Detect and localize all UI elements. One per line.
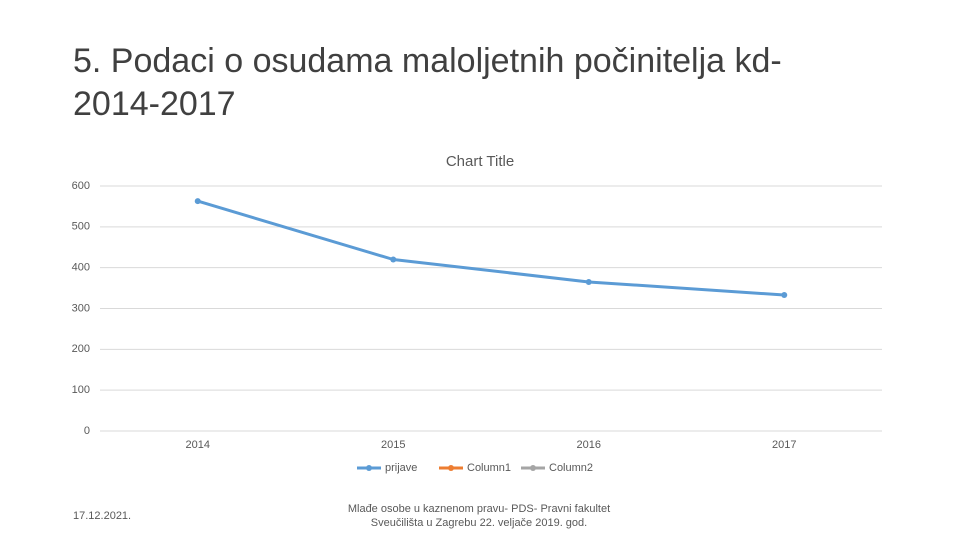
x-tick-label: 2014	[186, 439, 210, 451]
point	[781, 292, 788, 299]
y-tick-label: 300	[72, 302, 90, 314]
footer: Mlađe osobe u kaznenom pravu- PDS- Pravn…	[348, 503, 610, 515]
y-tick-label: 400	[72, 262, 90, 274]
date: 17.12.2021.	[73, 510, 131, 522]
legend-label: Column1	[467, 462, 511, 474]
footer: Sveučilišta u Zagrebu 22. veljače 2019. …	[371, 517, 587, 529]
legend-label: prijave	[385, 462, 417, 474]
legend-marker	[530, 465, 536, 471]
slide-title: 2014-2017	[73, 85, 236, 123]
y-tick-label: 500	[72, 221, 90, 233]
y-tick-label: 600	[72, 180, 90, 192]
legend-marker	[366, 465, 372, 471]
x-tick-label: 2017	[772, 439, 796, 451]
legend-label: Column2	[549, 462, 593, 474]
x-tick-label: 2015	[381, 439, 405, 451]
slide-title: 5. Podaci o osudama maloljetnih počinite…	[73, 42, 782, 80]
y-tick-label: 100	[72, 384, 90, 396]
series-line	[197, 199, 785, 297]
y-tick-label: 200	[72, 343, 90, 355]
chart-title: Chart Title	[446, 153, 514, 170]
point	[390, 256, 397, 263]
point	[585, 278, 592, 285]
legend-marker	[448, 465, 454, 471]
y-tick-label: 0	[84, 425, 90, 437]
point	[194, 198, 201, 205]
x-tick-label: 2016	[577, 439, 601, 451]
